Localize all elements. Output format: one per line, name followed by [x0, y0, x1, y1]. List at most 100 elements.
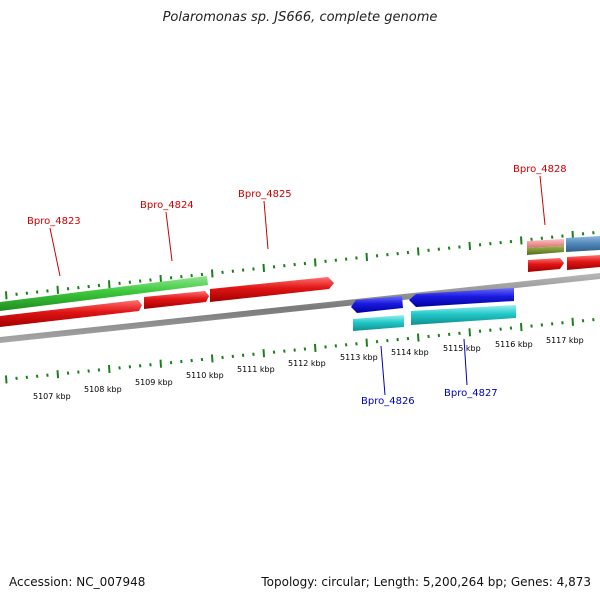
- leader-bpro-4823: [49, 227, 61, 277]
- major-tick: [56, 285, 59, 294]
- scale-label: 5117 kbp: [546, 336, 584, 345]
- red-gene-4828: [528, 258, 564, 272]
- minor-tick: [46, 289, 49, 293]
- blue-gene-4826: [351, 296, 403, 313]
- minor-tick: [221, 270, 224, 274]
- red-gene-right: [567, 255, 600, 270]
- minor-tick: [478, 243, 482, 247]
- blue-gene-4827: [409, 288, 514, 307]
- map-title: Polaromonas sp. JS666, complete genome: [162, 10, 438, 25]
- minor-tick: [272, 350, 276, 354]
- minor-tick: [252, 352, 255, 356]
- minor-tick: [344, 257, 348, 261]
- major-tick: [314, 258, 317, 267]
- leader-bpro-4827: [463, 338, 468, 386]
- major-tick: [159, 274, 162, 283]
- minor-tick: [180, 359, 183, 364]
- genome-backbone: [0, 273, 600, 343]
- minor-tick: [489, 328, 492, 332]
- minor-tick: [138, 364, 142, 368]
- minor-tick: [231, 269, 235, 273]
- minor-tick: [190, 273, 193, 278]
- major-tick: [571, 317, 574, 326]
- scale-label: 5109 kbp: [135, 378, 173, 387]
- major-tick: [314, 343, 317, 353]
- label-bpro-4824: Bpro_4824: [140, 200, 194, 211]
- minor-tick: [169, 360, 173, 365]
- major-tick: [108, 364, 111, 373]
- minor-tick: [550, 322, 554, 326]
- minor-tick: [97, 283, 101, 288]
- minor-tick: [149, 363, 152, 367]
- scale-label: 5107 kbp: [33, 392, 71, 401]
- minor-tick: [87, 369, 90, 373]
- major-tick: [262, 349, 265, 358]
- minor-tick: [509, 326, 513, 330]
- major-tick: [159, 359, 162, 368]
- minor-tick: [437, 333, 441, 338]
- minor-tick: [252, 267, 255, 271]
- minor-tick: [550, 235, 554, 239]
- major-tick: [56, 370, 59, 379]
- scale-label: 5112 kbp: [288, 359, 326, 368]
- scale-label: 5114 kbp: [391, 348, 429, 357]
- minor-tick: [231, 354, 235, 359]
- top-tick-marks: [5, 230, 595, 300]
- cyan-track-4827: [411, 305, 516, 325]
- major-tick: [211, 269, 214, 278]
- scale-label: 5111 kbp: [237, 365, 275, 374]
- minor-tick: [592, 231, 595, 235]
- minor-tick: [87, 284, 90, 289]
- major-tick: [262, 263, 265, 272]
- minor-tick: [128, 280, 132, 284]
- minor-tick: [334, 344, 338, 348]
- red-gene-4824: [144, 291, 209, 309]
- minor-tick: [499, 327, 502, 331]
- minor-tick: [221, 355, 224, 360]
- major-tick: [365, 252, 368, 261]
- leader-bpro-4826: [380, 345, 386, 396]
- minor-tick: [77, 370, 80, 374]
- minor-tick: [25, 375, 29, 379]
- minor-tick: [447, 332, 451, 337]
- minor-tick: [386, 253, 389, 257]
- red-gene-4825: [210, 277, 334, 302]
- minor-tick: [324, 259, 327, 263]
- minor-tick: [396, 337, 399, 342]
- minor-tick: [200, 272, 204, 277]
- minor-tick: [375, 340, 379, 344]
- scale-label: 5113 kbp: [340, 353, 378, 362]
- minor-tick: [241, 353, 245, 357]
- label-bpro-4828: Bpro_4828: [513, 164, 567, 175]
- minor-tick: [344, 343, 348, 347]
- leader-bpro-4825: [263, 200, 269, 250]
- minor-tick: [406, 250, 410, 255]
- minor-tick: [324, 345, 327, 349]
- major-tick: [468, 328, 471, 337]
- minor-tick: [272, 265, 276, 269]
- pink-track-4828: [527, 239, 564, 248]
- minor-tick: [581, 232, 585, 236]
- major-tick: [417, 247, 420, 256]
- minor-tick: [581, 319, 585, 323]
- minor-tick: [118, 366, 121, 370]
- minor-tick: [386, 338, 389, 343]
- minor-tick: [406, 336, 410, 341]
- minor-tick: [561, 234, 564, 238]
- minor-tick: [458, 245, 461, 249]
- leader-lines: [49, 175, 546, 396]
- gene-labels: Bpro_4823 Bpro_4824 Bpro_4825 Bpro_4828 …: [27, 164, 567, 407]
- major-tick: [417, 333, 420, 342]
- cyan-track-4826: [353, 315, 404, 331]
- scale-label: 5108 kbp: [84, 385, 122, 394]
- scale-label: 5110 kbp: [186, 371, 224, 380]
- minor-tick: [35, 290, 39, 294]
- major-tick: [520, 322, 523, 332]
- major-tick: [468, 241, 471, 250]
- minor-tick: [427, 248, 430, 252]
- major-tick: [211, 354, 214, 363]
- major-tick: [5, 291, 8, 300]
- minor-tick: [241, 268, 245, 272]
- minor-tick: [509, 239, 513, 244]
